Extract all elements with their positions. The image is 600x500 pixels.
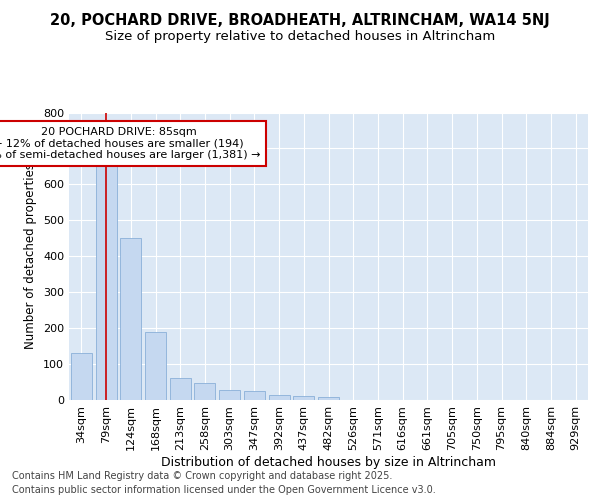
Bar xyxy=(293,396,314,400)
Bar xyxy=(219,390,240,400)
Bar xyxy=(269,395,290,400)
Bar xyxy=(318,397,339,400)
Bar xyxy=(194,383,215,400)
Text: 20 POCHARD DRIVE: 85sqm
← 12% of detached houses are smaller (194)
87% of semi-d: 20 POCHARD DRIVE: 85sqm ← 12% of detache… xyxy=(0,127,260,160)
Bar xyxy=(71,354,92,400)
Text: Size of property relative to detached houses in Altrincham: Size of property relative to detached ho… xyxy=(105,30,495,43)
Text: Contains public sector information licensed under the Open Government Licence v3: Contains public sector information licen… xyxy=(12,485,436,495)
Y-axis label: Number of detached properties: Number of detached properties xyxy=(25,163,37,350)
Bar xyxy=(95,161,116,400)
Bar xyxy=(145,332,166,400)
Bar xyxy=(120,238,141,400)
X-axis label: Distribution of detached houses by size in Altrincham: Distribution of detached houses by size … xyxy=(161,456,496,468)
Bar xyxy=(244,391,265,400)
Text: Contains HM Land Registry data © Crown copyright and database right 2025.: Contains HM Land Registry data © Crown c… xyxy=(12,471,392,481)
Text: 20, POCHARD DRIVE, BROADHEATH, ALTRINCHAM, WA14 5NJ: 20, POCHARD DRIVE, BROADHEATH, ALTRINCHA… xyxy=(50,12,550,28)
Bar xyxy=(170,378,191,400)
